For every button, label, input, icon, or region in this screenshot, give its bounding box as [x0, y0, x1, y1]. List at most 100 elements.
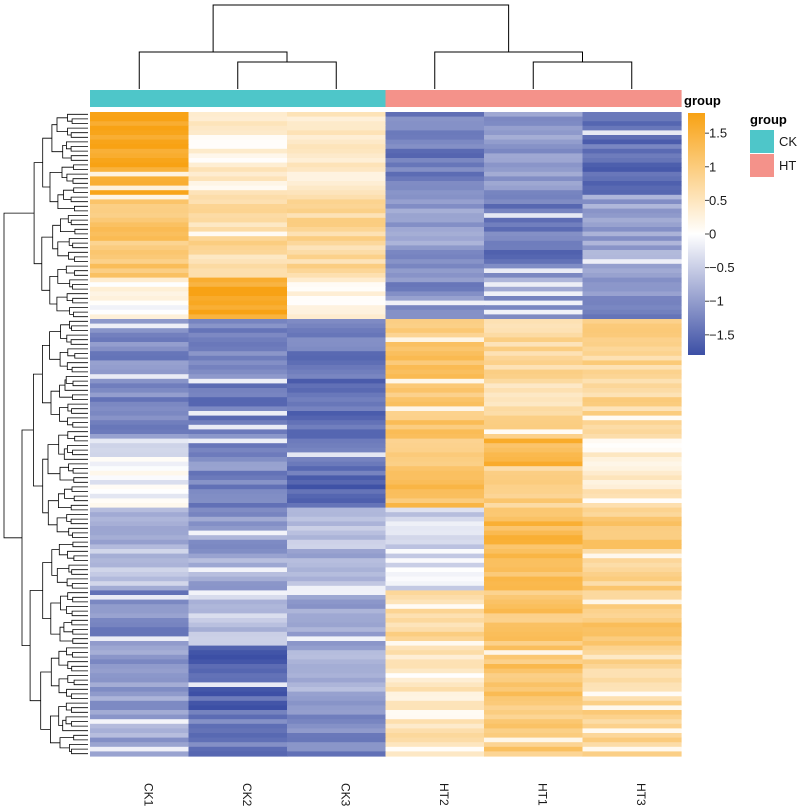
heatmap-cell [385, 332, 485, 338]
heatmap-cell [188, 162, 288, 168]
heatmap-cell [287, 199, 387, 205]
heatmap-cell [582, 171, 682, 177]
heatmap-cell [188, 314, 288, 320]
heatmap-cell [484, 217, 584, 223]
heatmap-cell [582, 420, 682, 426]
dendrogram-branch [73, 187, 88, 193]
heatmap-cell [188, 447, 288, 453]
heatmap-cell [287, 691, 387, 697]
heatmap-cell [484, 549, 584, 555]
heatmap-cell [582, 516, 682, 522]
heatmap-cell [188, 282, 288, 288]
heatmap-cell [90, 475, 190, 481]
heatmap-cell [582, 309, 682, 315]
heatmap-cell [90, 618, 190, 624]
dendrogram-branch [66, 647, 88, 656]
heatmap-cell [287, 296, 387, 302]
heatmap-cell [287, 415, 387, 421]
heatmap-cell [287, 567, 387, 573]
heatmap-cell [90, 424, 190, 430]
heatmap-cell [287, 572, 387, 578]
heatmap-cell [287, 544, 387, 550]
heatmap-cell [385, 742, 485, 748]
heatmap-cell [90, 176, 190, 182]
heatmap-cell [188, 489, 288, 495]
dendrogram-branch [68, 238, 88, 246]
heatmap-cell [90, 296, 190, 302]
heatmap-cell [90, 622, 190, 628]
color-scale-bar [688, 113, 705, 355]
heatmap-cell [287, 277, 387, 283]
heatmap-cell [484, 434, 584, 440]
dendrogram-branch [68, 463, 88, 472]
heatmap-cell [385, 342, 485, 348]
heatmap-cell [582, 710, 682, 716]
heatmap-cell [90, 411, 190, 417]
dendrogram-branch [69, 307, 88, 315]
annotation-cell-ht [385, 90, 485, 107]
heatmap-cell [90, 544, 190, 550]
dendrogram-branch [49, 172, 62, 203]
heatmap-cell [582, 392, 682, 398]
heatmap-cell [90, 719, 190, 725]
heatmap-cell [484, 314, 584, 320]
heatmap-cell [385, 493, 485, 499]
heatmap-cell [582, 162, 682, 168]
heatmap-cell [484, 397, 584, 403]
dendrogram-branch [72, 380, 88, 387]
heatmap-cell [582, 158, 682, 164]
heatmap-cell [287, 489, 387, 495]
heatmap-cell [582, 553, 682, 559]
heatmap-cell [385, 673, 485, 679]
heatmap-cell [188, 378, 288, 384]
heatmap-cell [90, 158, 190, 164]
heatmap-cell [90, 562, 190, 568]
heatmap-cell [287, 406, 387, 412]
heatmap-cell [484, 424, 584, 430]
heatmap-cell [385, 176, 485, 182]
heatmap-cell [287, 300, 387, 306]
heatmap-cell [582, 194, 682, 200]
dendrogram-branch [71, 693, 88, 699]
heatmap-cell [484, 719, 584, 725]
heatmap-cell [90, 604, 190, 610]
heatmap-cell [484, 507, 584, 513]
dendrogram-branch [41, 236, 53, 291]
heatmap-cell [287, 659, 387, 665]
group-legend-swatch-ck [750, 130, 774, 153]
dendrogram-branch [67, 445, 88, 453]
dendrogram-branch [72, 638, 88, 644]
heatmap-cell [582, 608, 682, 614]
heatmap-cell [90, 429, 190, 435]
heatmap-cell [287, 323, 387, 329]
color-scale-tick-label: −1.5 [709, 327, 735, 342]
color-scale-title: group [684, 93, 721, 108]
heatmap-cell [188, 116, 288, 122]
heatmap-cell [385, 558, 485, 564]
heatmap-cell [582, 558, 682, 564]
heatmap-cell [90, 112, 190, 118]
heatmap-cell [484, 677, 584, 683]
dendrogram-branch [67, 592, 88, 600]
heatmap-cell [385, 240, 485, 246]
dendrogram-branch [74, 435, 88, 442]
heatmap-cell [90, 447, 190, 453]
heatmap-cell [484, 162, 584, 168]
heatmap-cell [484, 401, 584, 407]
heatmap-cell [484, 618, 584, 624]
heatmap-cell [582, 406, 682, 412]
dendrogram-branch [67, 675, 88, 683]
heatmap-cell [90, 121, 190, 127]
dendrogram-branch [70, 155, 88, 161]
heatmap-cell [582, 185, 682, 191]
heatmap-cell [90, 572, 190, 578]
dendrogram-branch [57, 241, 70, 257]
heatmap-cell [90, 277, 190, 283]
heatmap-cell [188, 576, 288, 582]
heatmap-cell [484, 438, 584, 444]
heatmap-cell [484, 733, 584, 739]
heatmap-cell [188, 733, 288, 739]
heatmap-cell [90, 493, 190, 499]
heatmap-cell [188, 572, 288, 578]
heatmap-cell [188, 213, 288, 219]
